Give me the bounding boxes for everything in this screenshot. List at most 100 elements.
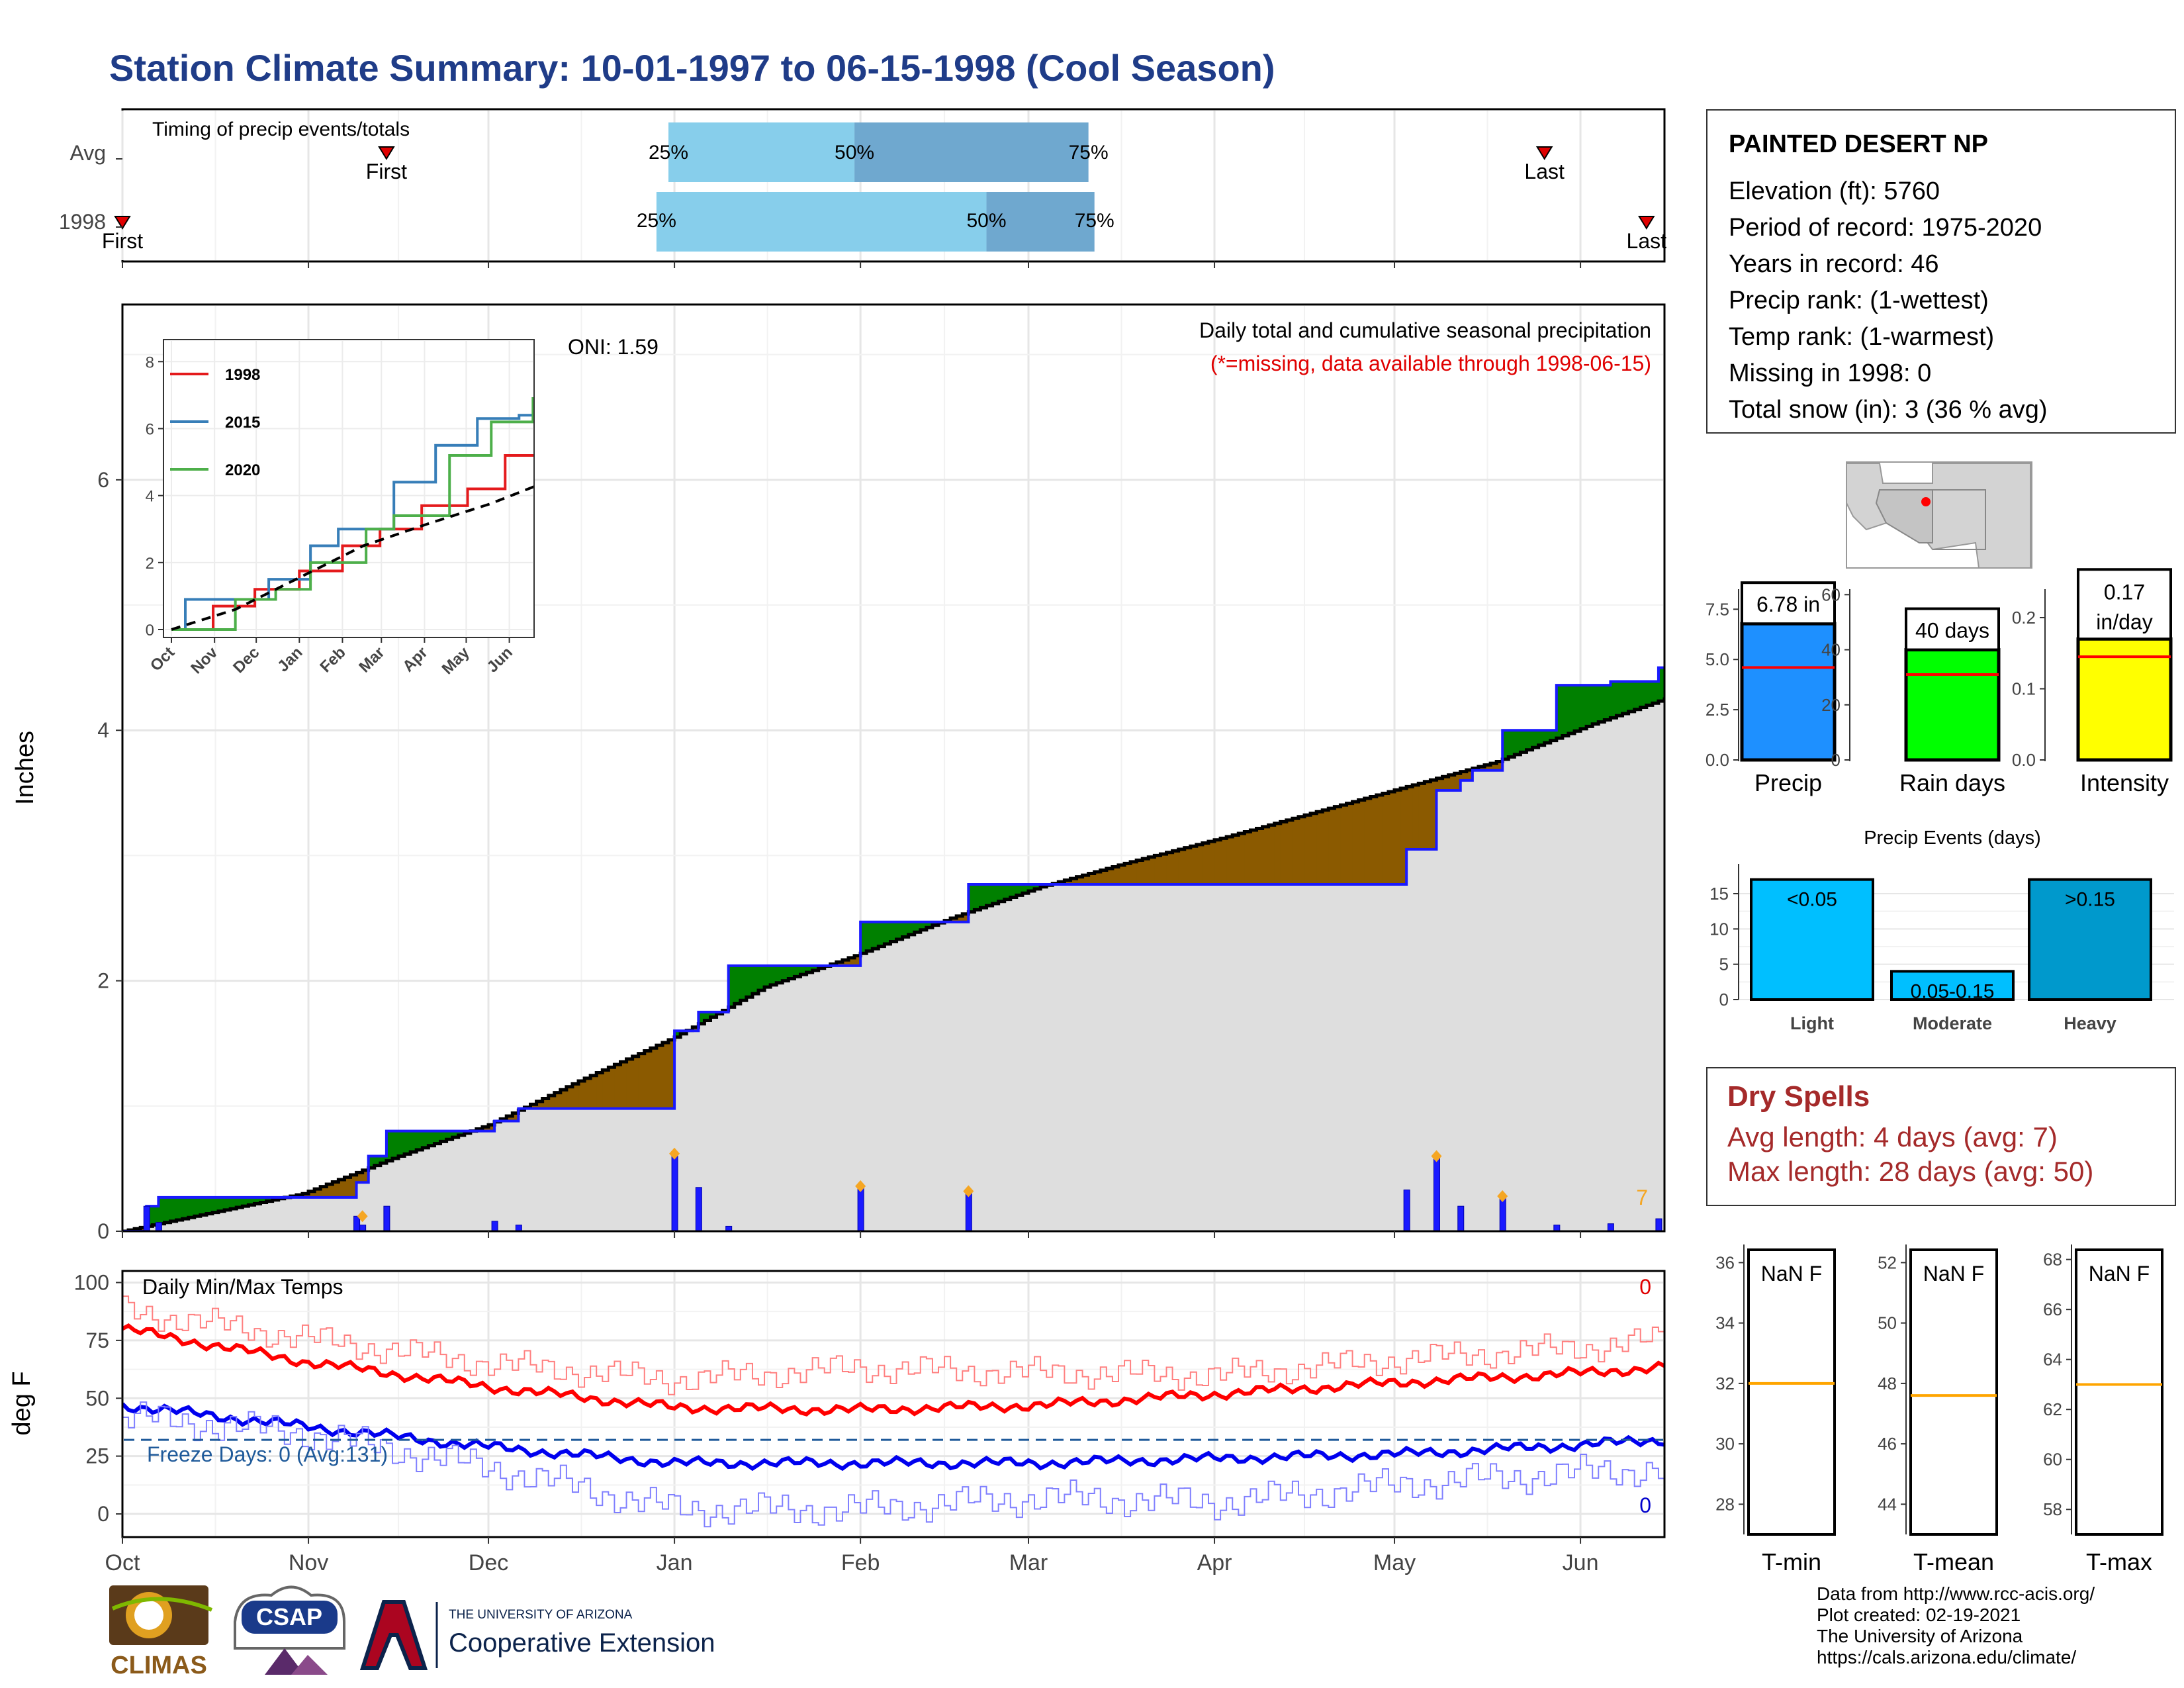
daily-precip-bar [1457,1205,1465,1231]
above-average-fill [1616,681,1623,716]
below-average-fill [302,1194,309,1197]
temp-box-frame [2075,1248,2163,1536]
below-average-fill [662,1043,669,1109]
below-average-fill [1064,880,1071,884]
station-period: Period of record: 1975-2020 [1729,214,2042,242]
above-average-fill [392,1131,399,1159]
above-average-fill [782,965,789,981]
below-average-fill [1484,765,1491,771]
event-category-label: Heavy [2064,1013,2116,1033]
month-tick-label: Jun [1563,1550,1599,1575]
credit-line: The University of Arizona [1817,1626,2023,1646]
below-average-fill [656,1045,663,1109]
above-average-fill [710,1011,717,1017]
y-tick-label: 64 [2043,1350,2062,1370]
below-average-fill [1244,831,1251,884]
page-title: Station Climate Summary: 10-01-1997 to 0… [109,47,1275,89]
below-average-fill [1412,784,1419,849]
y-tick-label: 7.5 [1706,599,1729,619]
daily-precip-bar [1433,1155,1440,1231]
credit-line: Data from http://www.rcc-acis.org/ [1817,1583,2095,1604]
above-average-fill [1514,730,1522,755]
above-average-fill [1610,681,1617,718]
value-text: 6.78 in [1756,592,1820,616]
y-tick-label: 62 [2043,1399,2062,1419]
above-average-fill [266,1197,273,1201]
temp-box-label: T-max [2086,1548,2152,1575]
timing-first-label: First [366,160,407,183]
below-average-fill [1400,788,1407,884]
legend-label-2020: 2020 [225,461,260,479]
above-average-fill [1508,730,1515,757]
below-average-fill [668,1039,675,1109]
y-tick-label: 25 [85,1444,109,1468]
temp-box-tmean: 44 46 48 50 52 NaN F T-mean [1878,1244,1998,1575]
below-average-fill [1328,808,1335,884]
below-average-fill [560,1090,567,1109]
temp-line-avg-min [122,1402,1664,1472]
above-average-fill [1034,884,1041,889]
above-average-fill [224,1197,231,1210]
inset-line-1998 [171,453,534,631]
below-average-fill [1238,833,1245,884]
above-average-fill [884,921,891,945]
daily-precip-bar [1896,1225,1902,1231]
below-average-fill [320,1186,327,1197]
events-title: Precip Events (days) [1864,827,2041,849]
month-tick-label: Nov [289,1550,328,1575]
temp-box-label: T-mean [1913,1548,1994,1575]
above-average-fill [212,1197,219,1213]
max-count: 0 [1639,1275,1651,1299]
y-tick-label: 60 [2043,1450,2062,1470]
above-average-fill [746,965,753,998]
summary-bar-rain-days: 0 20 40 60 40 days Rain days [1821,585,2005,796]
timing-50-label: 50% [835,142,874,164]
event-bar-label: 0.05-0.15 [1911,980,1995,1002]
below-average-fill [584,1078,591,1109]
timing-last-marker [1535,146,1553,160]
below-average-fill [1112,867,1119,884]
below-average-fill [506,1115,513,1121]
ua-logo-top: THE UNIVERSITY OF ARIZONA [449,1608,633,1622]
below-average-fill [1268,825,1275,884]
below-average-fill [356,1172,363,1183]
below-average-fill [536,1101,543,1109]
timing-first-marker [114,216,131,230]
timing-last-label: Last [1627,229,1667,253]
below-average-fill [1370,796,1377,884]
below-average-fill [1166,852,1173,884]
station-elevation: Elevation (ft): 5760 [1729,177,1940,205]
csap-logo-text: CSAP [256,1603,322,1630]
above-average-fill [242,1197,249,1207]
above-average-fill [1526,730,1533,750]
above-average-fill [806,965,813,973]
daily-precip-point [1431,1150,1442,1162]
above-average-fill [1004,884,1011,900]
daily-precip-bar [1842,1224,1848,1231]
below-average-fill [608,1067,615,1109]
y-tick-label: 52 [1878,1252,1897,1272]
timing-last-marker [1638,216,1655,230]
above-average-fill [800,965,807,975]
above-average-fill [1028,884,1035,892]
dry-spells-avg: Avg length: 4 days (avg: 7) [1727,1121,2058,1152]
above-average-fill [1556,685,1563,739]
below-average-fill [512,1113,519,1121]
climas-logo-text: CLIMAS [111,1652,207,1679]
y-tick-label: 0.2 [2012,608,2036,628]
timing-panel: Timing of precip events/totals Avg 1998 … [59,108,1667,263]
above-average-fill [1502,730,1509,759]
legend-label-2015: 2015 [225,414,260,432]
below-average-fill [1340,805,1347,884]
summary-bar-label: Rain days [1899,769,2005,796]
inset-line-2015 [171,414,534,631]
y-tick-label: 0 [97,1502,109,1526]
daily-precip-bar [491,1221,498,1231]
below-average-fill [1448,774,1455,791]
daily-precip-bar [353,1215,361,1231]
above-average-fill [1640,681,1647,708]
event-bar-label: <0.05 [1787,889,1837,911]
y-tick-label: 34 [1715,1313,1735,1333]
below-average-fill [332,1182,339,1197]
below-average-fill [1298,816,1305,884]
